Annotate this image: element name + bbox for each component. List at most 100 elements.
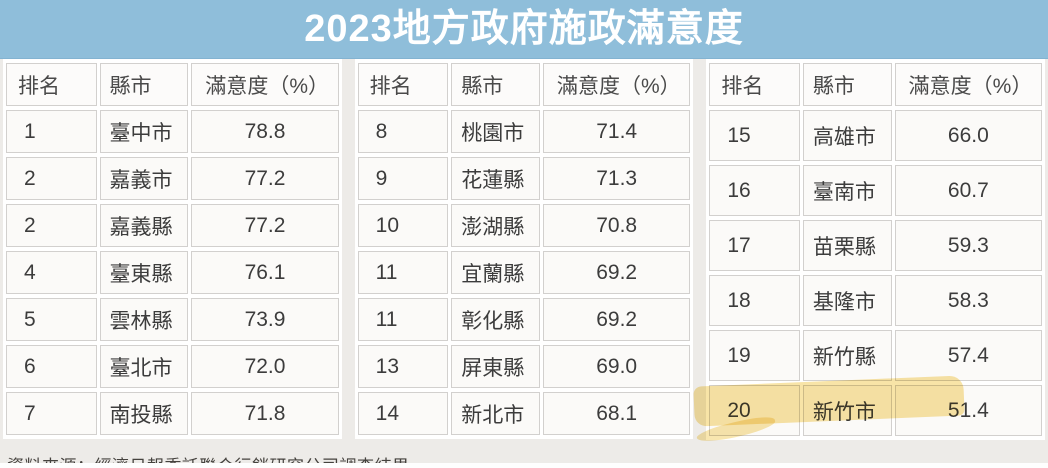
table-row: 1 臺中市 78.8 (6, 110, 339, 153)
ranking-table-1: 排名 縣市 滿意度（%） 1 臺中市 78.8 2 嘉義市 77.2 2 嘉義縣 (3, 59, 342, 439)
ranking-table-2: 排名 縣市 滿意度（%） 8 桃園市 71.4 9 花蓮縣 71.3 10 澎湖… (354, 59, 694, 439)
rank-cell: 13 (357, 345, 449, 388)
rank-cell: 8 (357, 110, 449, 153)
satisfaction-header: 滿意度（%） (543, 63, 691, 106)
value-cell: 68.1 (543, 392, 691, 435)
value-cell: 78.8 (191, 110, 339, 153)
city-cell: 宜蘭縣 (451, 251, 540, 294)
rank-header: 排名 (6, 63, 97, 106)
rank-cell: 2 (6, 204, 97, 247)
value-cell: 66.0 (894, 110, 1043, 161)
city-cell: 苗栗縣 (802, 220, 892, 271)
city-cell: 新竹市 (802, 385, 892, 436)
table-row: 5 雲林縣 73.9 (6, 298, 339, 341)
table-row: 16 臺南市 60.7 (709, 165, 1043, 216)
rank-cell: 14 (357, 392, 449, 435)
rank-cell: 20 (709, 385, 800, 436)
rank-header: 排名 (709, 63, 800, 106)
value-cell: 59.3 (894, 220, 1043, 271)
rank-cell: 1 (6, 110, 97, 153)
city-cell: 臺東縣 (99, 251, 189, 294)
satisfaction-header: 滿意度（%） (191, 63, 339, 106)
value-cell: 51.4 (894, 385, 1043, 436)
value-cell: 69.0 (543, 345, 691, 388)
table-row: 13 屏東縣 69.0 (357, 345, 691, 388)
city-cell: 臺南市 (802, 165, 892, 216)
rank-header: 排名 (357, 63, 449, 106)
value-cell: 69.2 (543, 251, 691, 294)
table-row: 14 新北市 68.1 (357, 392, 691, 435)
rank-cell: 2 (6, 157, 97, 200)
value-cell: 58.3 (894, 275, 1043, 326)
city-cell: 新竹縣 (802, 330, 892, 381)
ranking-tables: 排名 縣市 滿意度（%） 1 臺中市 78.8 2 嘉義市 77.2 2 嘉義縣 (0, 59, 1048, 440)
table-row: 4 臺東縣 76.1 (6, 251, 339, 294)
value-cell: 71.3 (543, 157, 691, 200)
value-cell: 77.2 (191, 157, 339, 200)
city-cell: 屏東縣 (451, 345, 540, 388)
value-cell: 77.2 (191, 204, 339, 247)
city-header: 縣市 (451, 63, 540, 106)
value-cell: 60.7 (894, 165, 1043, 216)
rank-cell: 19 (709, 330, 800, 381)
ranking-table-3: 排名 縣市 滿意度（%） 15 高雄市 66.0 16 臺南市 60.7 17 … (706, 59, 1046, 440)
page-title: 2023地方政府施政滿意度 (304, 8, 744, 50)
table-row-highlighted: 20 新竹市 51.4 (709, 385, 1043, 436)
source-note: 資料來源：經濟日報委託聯合行銷研究公司調查結果 (0, 440, 1048, 468)
bottom-strip (0, 463, 1048, 468)
table-row: 11 彰化縣 69.2 (357, 298, 691, 341)
rank-cell: 18 (709, 275, 800, 326)
rank-cell: 10 (357, 204, 449, 247)
city-cell: 桃園市 (451, 110, 540, 153)
city-cell: 南投縣 (99, 392, 189, 435)
city-cell: 嘉義市 (99, 157, 189, 200)
value-cell: 71.8 (191, 392, 339, 435)
city-header: 縣市 (802, 63, 892, 106)
table-row: 2 嘉義市 77.2 (6, 157, 339, 200)
city-cell: 新北市 (451, 392, 540, 435)
city-cell: 澎湖縣 (451, 204, 540, 247)
rank-cell: 16 (709, 165, 800, 216)
value-cell: 73.9 (191, 298, 339, 341)
city-cell: 花蓮縣 (451, 157, 540, 200)
rank-cell: 5 (6, 298, 97, 341)
rank-cell: 4 (6, 251, 97, 294)
satisfaction-header: 滿意度（%） (894, 63, 1043, 106)
table-row: 19 新竹縣 57.4 (709, 330, 1043, 381)
table-row: 15 高雄市 66.0 (709, 110, 1043, 161)
table-row: 7 南投縣 71.8 (6, 392, 339, 435)
city-header: 縣市 (99, 63, 189, 106)
rank-cell: 6 (6, 345, 97, 388)
rank-cell: 17 (709, 220, 800, 271)
table-row: 8 桃園市 71.4 (357, 110, 691, 153)
value-cell: 72.0 (191, 345, 339, 388)
city-cell: 雲林縣 (99, 298, 189, 341)
rank-cell: 15 (709, 110, 800, 161)
rank-cell: 7 (6, 392, 97, 435)
header-row: 排名 縣市 滿意度（%） (6, 63, 339, 106)
city-cell: 彰化縣 (451, 298, 540, 341)
value-cell: 69.2 (543, 298, 691, 341)
table-row: 9 花蓮縣 71.3 (357, 157, 691, 200)
table-row: 2 嘉義縣 77.2 (6, 204, 339, 247)
value-cell: 70.8 (543, 204, 691, 247)
table-row: 10 澎湖縣 70.8 (357, 204, 691, 247)
rank-cell: 9 (357, 157, 449, 200)
city-cell: 嘉義縣 (99, 204, 189, 247)
rank-cell: 11 (357, 251, 449, 294)
table-row: 18 基隆市 58.3 (709, 275, 1043, 326)
city-cell: 臺中市 (99, 110, 189, 153)
value-cell: 76.1 (191, 251, 339, 294)
value-cell: 57.4 (894, 330, 1043, 381)
table-row: 17 苗栗縣 59.3 (709, 220, 1043, 271)
table-row: 11 宜蘭縣 69.2 (357, 251, 691, 294)
city-cell: 高雄市 (802, 110, 892, 161)
rank-cell: 11 (357, 298, 449, 341)
header-row: 排名 縣市 滿意度（%） (357, 63, 691, 106)
city-cell: 臺北市 (99, 345, 189, 388)
title-band: 2023地方政府施政滿意度 (0, 0, 1048, 59)
value-cell: 71.4 (543, 110, 691, 153)
table-row: 6 臺北市 72.0 (6, 345, 339, 388)
header-row: 排名 縣市 滿意度（%） (709, 63, 1043, 106)
